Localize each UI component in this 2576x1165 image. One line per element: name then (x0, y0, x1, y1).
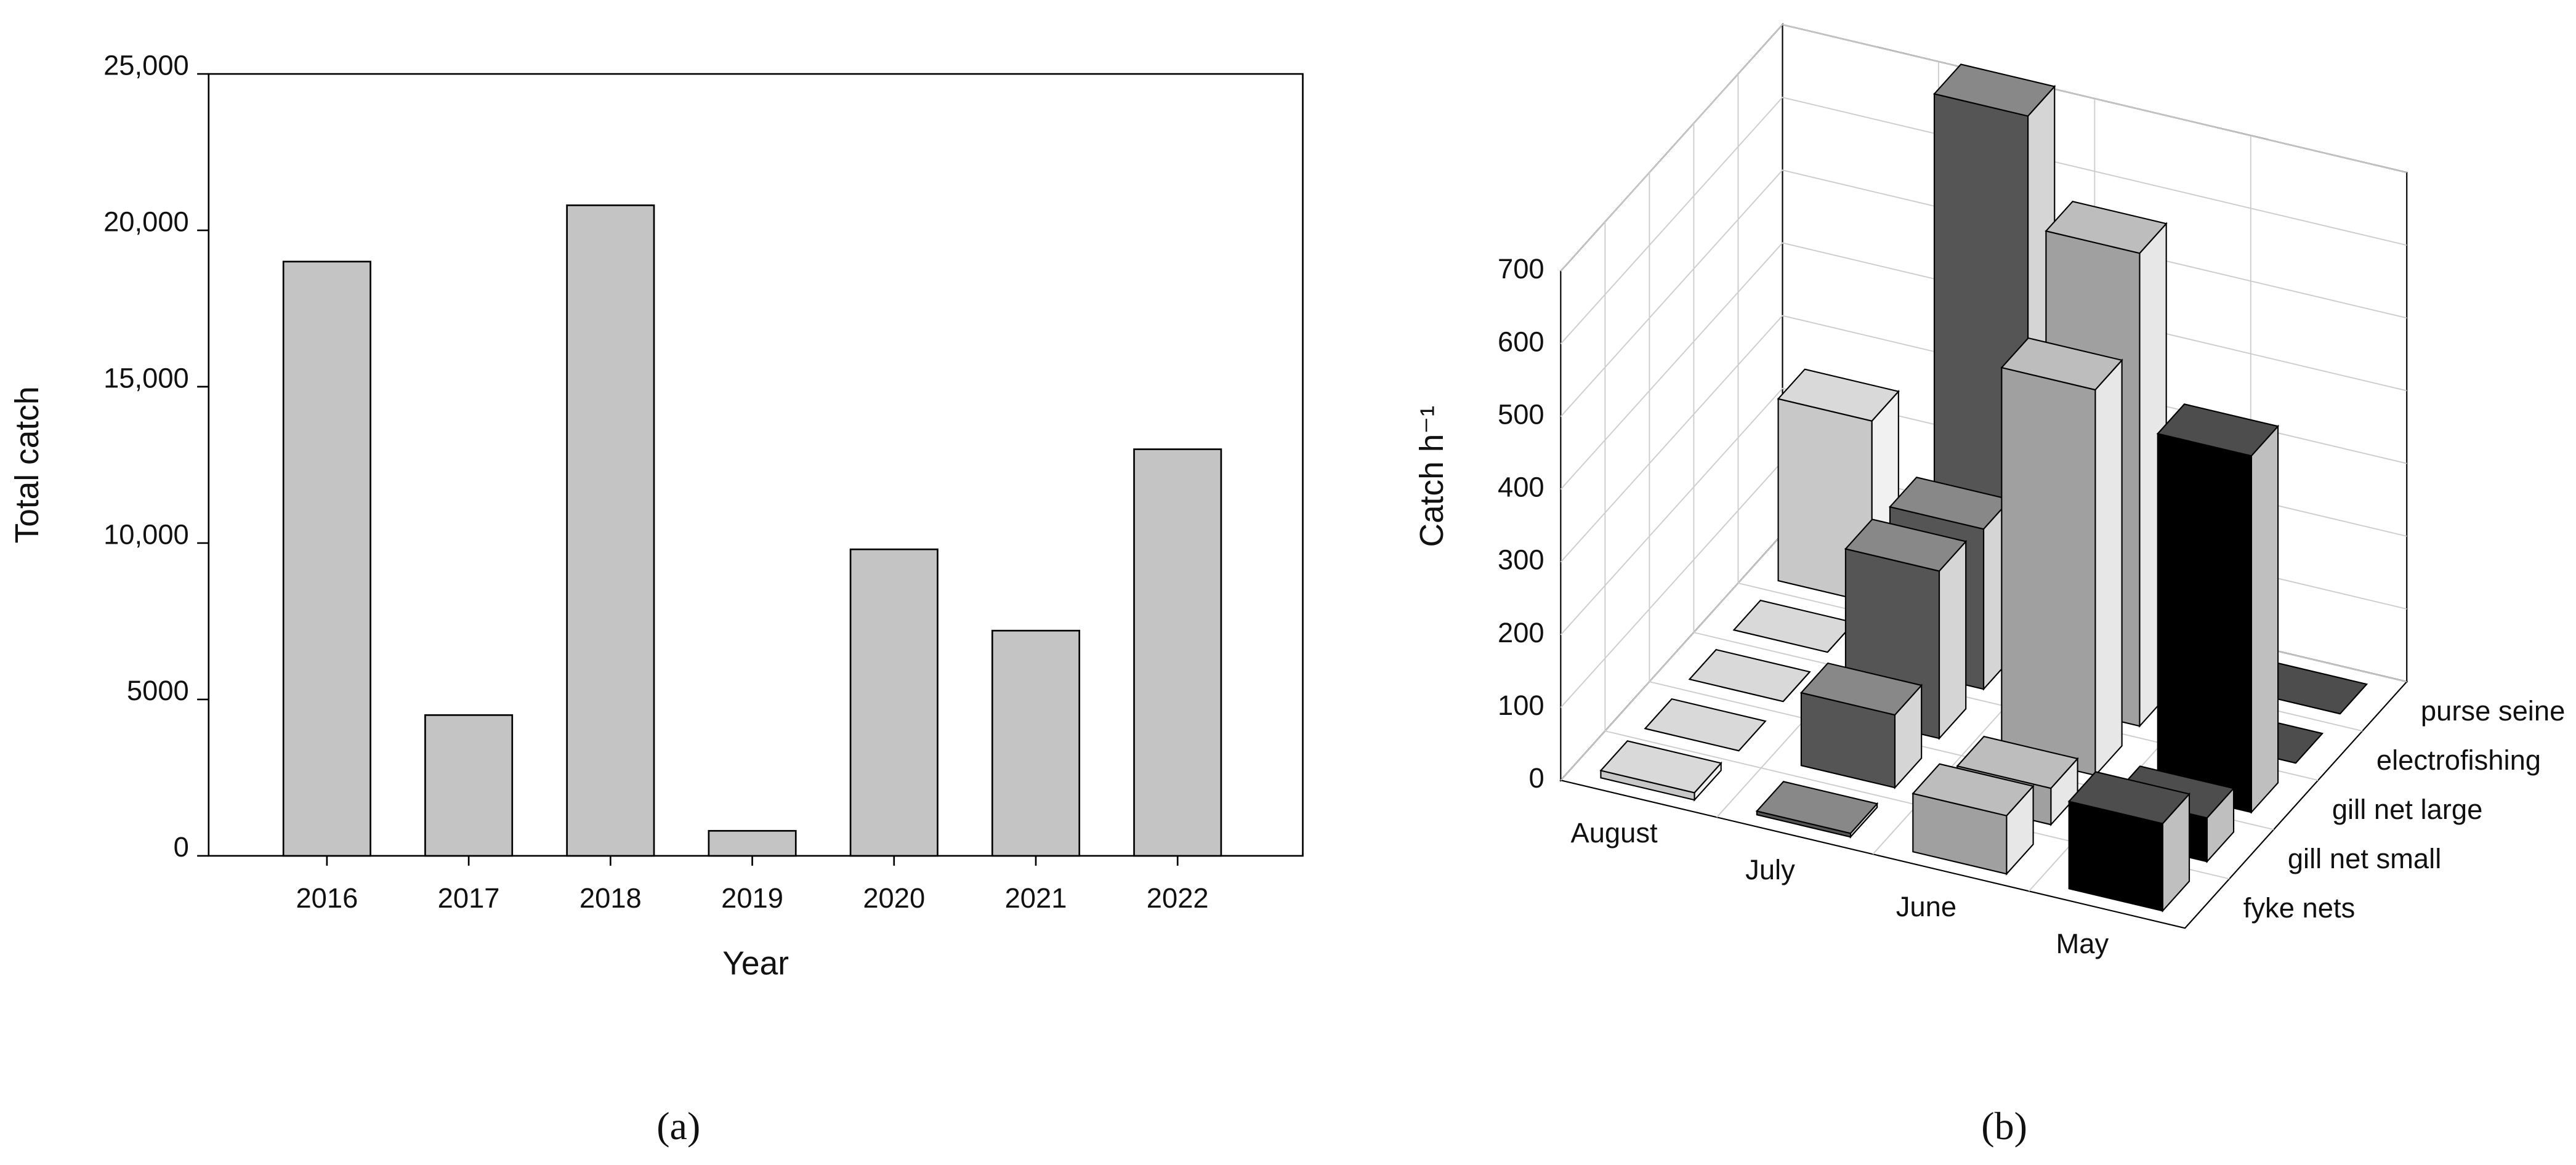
y-axis-title: Total catch (9, 386, 46, 543)
x-tick-label: 2017 (438, 882, 500, 914)
y-tick-label: 400 (1498, 472, 1544, 503)
y-tick-label: 200 (1498, 617, 1544, 648)
panel-label: (a) (656, 1104, 700, 1148)
y-tick-label: 500 (1498, 398, 1544, 430)
grid-line (1560, 169, 2407, 417)
bar (1755, 781, 1879, 839)
bar-front (2001, 366, 2096, 776)
bar-front (2157, 432, 2252, 813)
depth-tick-label: gill net large (2332, 794, 2483, 825)
bar-top (1912, 763, 2035, 816)
bar (1799, 662, 1923, 789)
bar-top (1932, 63, 2056, 117)
y-axis-title: Catch h⁻¹ (1414, 406, 1450, 547)
y-tick-label: 0 (174, 831, 189, 863)
x-tick-label: 2021 (1005, 882, 1067, 914)
bar (991, 629, 1081, 857)
bar-top (1688, 648, 1811, 703)
y-tick-label: 600 (1498, 326, 1544, 357)
bar-top (2156, 403, 2280, 457)
x-tick-label: 2022 (1147, 882, 1209, 914)
bar (1688, 648, 1811, 703)
y-tick-label: 700 (1498, 253, 1544, 284)
bar-side (2250, 424, 2279, 814)
x-axis-title: Year (722, 946, 789, 982)
bar-top (1799, 662, 1923, 716)
x-tick-label: August (1570, 817, 1658, 849)
bar (566, 204, 655, 857)
y-tick-label: 15,000 (103, 362, 189, 393)
x-tick-label: June (1896, 891, 1956, 922)
bar (2067, 771, 2191, 913)
bar-top (2067, 771, 2191, 824)
bar-top (1644, 698, 1767, 752)
x-tick-label: May (2056, 928, 2109, 959)
grid-line (1560, 97, 2407, 344)
panel-label: (b) (1981, 1104, 2027, 1148)
bar-top (1777, 368, 1900, 422)
x-tick-label: July (1745, 854, 1795, 885)
x-tick-label: 2020 (863, 882, 925, 914)
bar (282, 260, 371, 857)
bar-side (2094, 358, 2123, 777)
bar-top (1599, 740, 1722, 794)
bar (1644, 698, 1767, 752)
x-tick-label: 2018 (579, 882, 642, 914)
depth-tick-label: fyke nets (2243, 892, 2355, 924)
y-tick-label: 25,000 (103, 49, 189, 81)
x-tick-label: 2019 (721, 882, 783, 914)
y-tick-label: 0 (1528, 762, 1544, 794)
bar (1599, 740, 1722, 802)
depth-tick-label: purse seine (2421, 695, 2565, 727)
grid-line (1560, 24, 2407, 272)
y-tick-label: 300 (1498, 544, 1544, 576)
bar-top (2045, 201, 2168, 254)
bar-side (1938, 539, 1967, 740)
bar-top (1844, 518, 1968, 572)
y-tick-label: 100 (1498, 690, 1544, 721)
bar (1133, 448, 1222, 857)
depth-tick-label: electrofishing (2376, 744, 2541, 776)
y-tick-label: 10,000 (103, 518, 189, 550)
bar-top (2000, 337, 2123, 391)
bar (849, 548, 939, 857)
y-tick-label: 20,000 (103, 206, 189, 237)
bar-top (1956, 735, 2079, 789)
grid-line (1560, 242, 2407, 490)
bar-top (1755, 781, 1879, 834)
bar (2000, 337, 2123, 777)
x-tick-label: 2016 (296, 882, 358, 914)
y-tick-label: 5000 (127, 675, 189, 706)
bar (2156, 403, 2280, 814)
bar (1912, 763, 2035, 876)
depth-tick-label: gill net small (2288, 843, 2441, 874)
bar (708, 829, 797, 857)
bar (424, 714, 514, 857)
